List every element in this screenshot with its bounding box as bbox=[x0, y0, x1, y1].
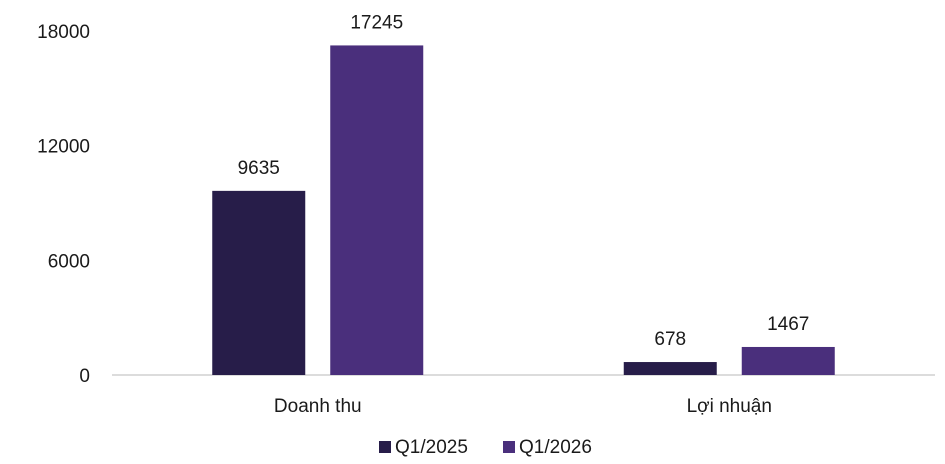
legend-swatch bbox=[503, 441, 515, 453]
bars-layer bbox=[212, 45, 835, 375]
y-tick-label: 12000 bbox=[37, 137, 90, 158]
data-label: 9635 bbox=[238, 158, 280, 179]
y-tick-label: 18000 bbox=[37, 22, 90, 43]
bar-q1-2026-loi-nhuan bbox=[741, 346, 835, 375]
y-axis: 0 6000 12000 18000 bbox=[37, 22, 90, 387]
data-label: 1467 bbox=[767, 314, 809, 335]
legend: Q1/2025 Q1/2026 bbox=[379, 437, 592, 458]
data-labels-layer: 9635 17245 678 1467 bbox=[238, 12, 810, 350]
data-label: 17245 bbox=[350, 12, 403, 33]
legend-label: Q1/2025 bbox=[395, 437, 468, 458]
x-axis: Doanh thu Lợi nhuận bbox=[274, 396, 772, 417]
bar-q1-2026-doanh-thu bbox=[330, 45, 424, 375]
bar-q1-2025-loi-nhuan bbox=[623, 362, 717, 375]
legend-swatch bbox=[379, 441, 391, 453]
bar-q1-2025-doanh-thu bbox=[212, 190, 306, 375]
x-category-label: Doanh thu bbox=[274, 396, 362, 417]
x-category-label: Lợi nhuận bbox=[687, 396, 772, 417]
y-tick-label: 0 bbox=[79, 366, 90, 387]
y-tick-label: 6000 bbox=[48, 251, 90, 272]
data-label: 678 bbox=[654, 329, 686, 350]
legend-label: Q1/2026 bbox=[519, 437, 592, 458]
